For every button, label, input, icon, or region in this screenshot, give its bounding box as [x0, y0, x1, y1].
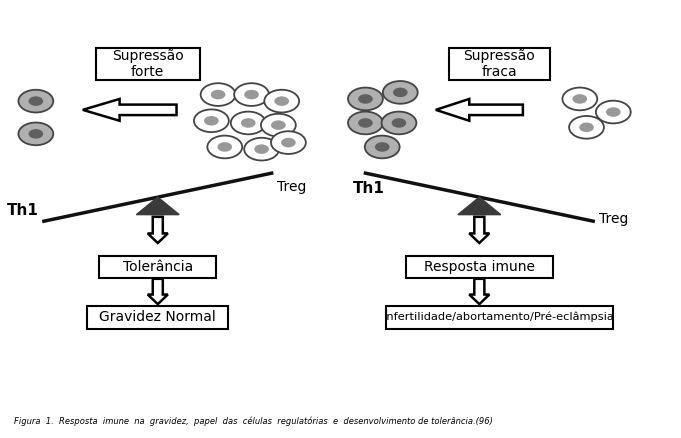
Circle shape: [274, 96, 289, 106]
Text: Gravidez Normal: Gravidez Normal: [99, 310, 216, 324]
Circle shape: [358, 118, 373, 128]
Polygon shape: [148, 279, 168, 304]
Polygon shape: [148, 217, 168, 243]
Circle shape: [254, 145, 269, 154]
FancyBboxPatch shape: [449, 48, 550, 81]
Circle shape: [18, 90, 53, 113]
Circle shape: [18, 123, 53, 145]
Circle shape: [261, 114, 296, 137]
Polygon shape: [436, 99, 523, 121]
Circle shape: [207, 136, 242, 158]
FancyBboxPatch shape: [96, 48, 200, 81]
Circle shape: [281, 138, 296, 147]
Circle shape: [606, 107, 620, 117]
Circle shape: [231, 112, 266, 134]
Circle shape: [217, 142, 232, 152]
Polygon shape: [469, 217, 490, 243]
FancyBboxPatch shape: [385, 306, 614, 328]
Circle shape: [580, 123, 594, 132]
Circle shape: [596, 101, 631, 124]
Text: Supressão
forte: Supressão forte: [112, 49, 184, 79]
Polygon shape: [469, 279, 490, 304]
Circle shape: [563, 88, 597, 110]
Circle shape: [204, 116, 219, 126]
Circle shape: [29, 96, 43, 106]
Circle shape: [244, 90, 259, 99]
Polygon shape: [458, 197, 501, 215]
FancyBboxPatch shape: [406, 256, 553, 279]
Circle shape: [348, 112, 383, 134]
Circle shape: [234, 83, 269, 106]
Circle shape: [194, 110, 229, 132]
Circle shape: [393, 88, 408, 97]
Circle shape: [383, 81, 417, 104]
Circle shape: [358, 94, 373, 104]
Circle shape: [392, 118, 407, 128]
Circle shape: [244, 138, 279, 160]
Text: Treg: Treg: [277, 180, 306, 194]
Circle shape: [271, 120, 285, 130]
Text: Resposta imune: Resposta imune: [424, 260, 535, 274]
Text: Figura  1.  Resposta  imune  na  gravidez,  papel  das  células  regulatórias  e: Figura 1. Resposta imune na gravidez, pa…: [14, 417, 492, 426]
Text: Tolerância: Tolerância: [123, 260, 193, 274]
Circle shape: [381, 112, 416, 134]
Circle shape: [375, 142, 390, 152]
Circle shape: [348, 88, 383, 110]
Text: Th1: Th1: [353, 181, 385, 196]
Text: Supressão
fraca: Supressão fraca: [464, 49, 535, 79]
Circle shape: [29, 129, 43, 139]
Polygon shape: [83, 99, 176, 121]
Circle shape: [271, 131, 306, 154]
Circle shape: [264, 90, 299, 113]
FancyBboxPatch shape: [99, 256, 217, 279]
Circle shape: [365, 136, 400, 158]
Text: Infertilidade/abortamento/Pré-eclâmpsia: Infertilidade/abortamento/Pré-eclâmpsia: [384, 312, 615, 322]
Circle shape: [210, 90, 225, 99]
Text: Th1: Th1: [7, 203, 39, 218]
Text: Treg: Treg: [599, 212, 628, 226]
Circle shape: [241, 118, 255, 128]
Circle shape: [201, 83, 236, 106]
FancyBboxPatch shape: [87, 306, 228, 328]
Circle shape: [569, 116, 604, 139]
Polygon shape: [136, 197, 179, 215]
Circle shape: [573, 94, 587, 104]
